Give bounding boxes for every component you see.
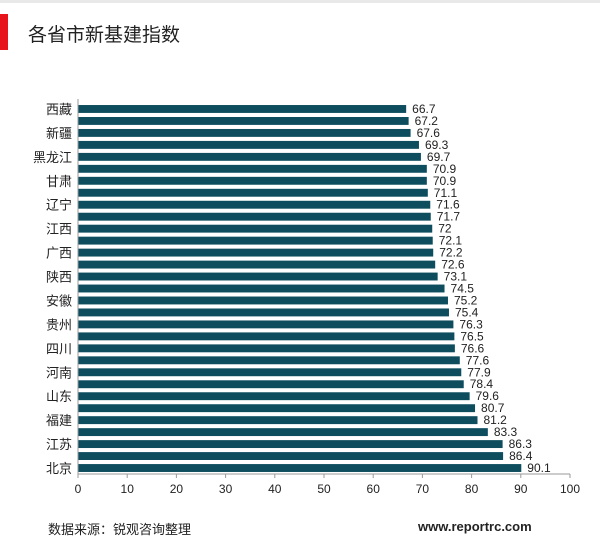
bar [78,236,433,245]
y-tick-label: 山东 [46,389,72,404]
data-label: 77.9 [467,365,491,379]
x-tick-label: 40 [268,482,282,496]
data-label: 73.1 [444,270,468,284]
data-label: 66.7 [412,102,436,116]
bar [78,368,462,377]
bar [78,248,434,257]
bar [78,392,470,401]
bar [78,212,431,221]
bar [78,308,449,317]
x-tick-label: 90 [514,482,528,496]
data-label: 75.2 [454,293,478,307]
data-label: 71.6 [436,198,460,212]
data-label: 80.7 [481,401,505,415]
x-tick-label: 10 [121,482,135,496]
x-tick-label: 80 [465,482,479,496]
bar [78,284,445,293]
bar [78,380,464,389]
data-label: 69.3 [425,138,449,152]
y-tick-label: 辽宁 [46,198,72,213]
x-tick-label: 60 [367,482,381,496]
bar [78,344,455,353]
data-label: 90.1 [527,461,551,475]
bar [78,296,448,305]
bar [78,152,421,161]
y-tick-label: 四川 [46,341,72,356]
data-label: 71.7 [437,210,461,224]
data-label: 86.4 [509,449,533,463]
site-url: www.reportrc.com [418,519,532,534]
data-label: 77.6 [466,353,490,367]
bar [78,164,427,173]
bar [78,105,407,113]
x-tick-label: 100 [560,482,580,496]
data-label: 72.1 [439,234,463,248]
y-tick-label: 新疆 [46,126,72,141]
bar [78,200,431,209]
data-label: 79.6 [476,389,500,403]
bar [78,332,455,341]
y-tick-label: 河南 [46,365,72,380]
data-label: 70.9 [433,162,457,176]
y-tick-label: 甘肃 [46,174,72,189]
data-label: 76.5 [460,329,484,343]
x-tick-label: 30 [219,482,233,496]
bar [78,260,436,269]
data-label: 74.5 [451,282,475,296]
page-title: 各省市新基建指数 [28,25,181,46]
data-label: 76.6 [461,341,485,355]
bar [78,272,438,281]
bar [78,404,476,413]
bar [78,440,503,449]
bar [78,140,419,149]
x-tick-label: 0 [75,482,82,496]
y-tick-label: 贵州 [46,317,72,332]
data-label: 78.4 [470,377,494,391]
data-label: 67.6 [417,126,441,140]
bar [78,188,428,197]
data-label: 76.3 [459,317,483,331]
data-label: 75.4 [455,305,479,319]
data-label: 72 [438,222,452,236]
top-border [0,0,600,3]
y-tick-label: 江苏 [46,437,72,452]
data-label: 72.6 [441,258,465,272]
data-label: 70.9 [433,174,457,188]
y-tick-label: 江西 [46,222,72,237]
data-label: 72.2 [439,246,463,260]
x-tick-label: 70 [416,482,430,496]
y-tick-label: 北京 [46,461,72,476]
data-label: 67.2 [415,114,439,128]
source-note: 数据来源：锐观咨询整理 [48,522,192,537]
bar [78,320,454,329]
y-tick-label: 福建 [46,413,72,428]
data-label: 69.7 [427,150,451,164]
bar [78,428,488,437]
y-tick-label: 安徽 [46,293,72,308]
y-tick-label: 陕西 [46,270,72,285]
x-tick-label: 20 [170,482,184,496]
title-accent-bar [0,14,8,50]
data-label: 81.2 [484,413,508,427]
y-tick-label: 西藏 [46,102,72,117]
bar [78,452,504,460]
bar [78,416,478,425]
x-tick-label: 50 [317,482,331,496]
y-tick-label: 黑龙江 [33,150,72,165]
bar [78,117,409,125]
data-label: 83.3 [494,425,518,439]
bar [78,224,433,233]
data-label: 71.1 [434,186,458,200]
bar [78,128,411,137]
y-tick-label: 广西 [46,246,72,261]
data-label: 86.3 [509,437,533,451]
bar [78,464,522,472]
bar [78,176,427,185]
bar [78,356,460,365]
